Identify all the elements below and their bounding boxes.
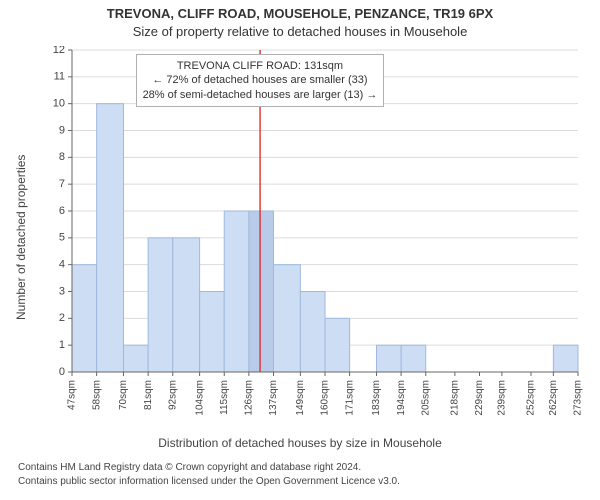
annotation-line-2: ← 72% of detached houses are smaller (33… xyxy=(143,73,378,87)
svg-text:205sqm: 205sqm xyxy=(420,380,431,416)
svg-text:47sqm: 47sqm xyxy=(67,380,78,410)
svg-text:81sqm: 81sqm xyxy=(143,380,154,410)
svg-text:4: 4 xyxy=(59,259,65,271)
svg-text:218sqm: 218sqm xyxy=(449,380,460,416)
footer-line-2: Contains public sector information licen… xyxy=(18,476,400,487)
svg-text:7: 7 xyxy=(59,178,65,190)
svg-text:229sqm: 229sqm xyxy=(474,380,485,416)
svg-text:252sqm: 252sqm xyxy=(526,380,537,416)
svg-text:0: 0 xyxy=(59,366,65,378)
chart-title: TREVONA, CLIFF ROAD, MOUSEHOLE, PENZANCE… xyxy=(0,6,600,21)
svg-text:183sqm: 183sqm xyxy=(371,380,382,416)
svg-text:11: 11 xyxy=(54,71,65,83)
svg-text:115sqm: 115sqm xyxy=(219,380,230,415)
chart-container: TREVONA, CLIFF ROAD, MOUSEHOLE, PENZANCE… xyxy=(0,0,600,500)
svg-text:10: 10 xyxy=(53,98,65,110)
svg-text:12: 12 xyxy=(53,46,65,56)
chart-subtitle: Size of property relative to detached ho… xyxy=(0,24,600,39)
annotation-line-3: 28% of semi-detached houses are larger (… xyxy=(143,88,378,102)
svg-text:58sqm: 58sqm xyxy=(91,380,102,410)
annotation-box: TREVONA CLIFF ROAD: 131sqm ← 72% of deta… xyxy=(136,54,385,107)
svg-text:262sqm: 262sqm xyxy=(548,380,559,416)
svg-text:2: 2 xyxy=(59,312,65,324)
svg-text:160sqm: 160sqm xyxy=(320,380,331,416)
svg-text:194sqm: 194sqm xyxy=(396,380,407,416)
svg-text:70sqm: 70sqm xyxy=(118,380,129,410)
svg-text:8: 8 xyxy=(59,151,65,163)
footer-line-1: Contains HM Land Registry data © Crown c… xyxy=(18,462,361,473)
svg-text:5: 5 xyxy=(59,232,65,244)
svg-text:239sqm: 239sqm xyxy=(497,380,508,416)
svg-text:149sqm: 149sqm xyxy=(295,380,306,416)
svg-text:171sqm: 171sqm xyxy=(344,380,355,416)
svg-text:3: 3 xyxy=(59,285,65,297)
svg-text:6: 6 xyxy=(59,205,65,217)
svg-text:1: 1 xyxy=(59,339,65,351)
svg-text:137sqm: 137sqm xyxy=(268,380,279,416)
x-axis-label: Distribution of detached houses by size … xyxy=(0,436,600,450)
svg-text:9: 9 xyxy=(59,124,65,136)
svg-text:273sqm: 273sqm xyxy=(573,380,584,416)
svg-text:104sqm: 104sqm xyxy=(194,380,205,416)
svg-text:92sqm: 92sqm xyxy=(167,380,178,410)
y-axis-label: Number of detached properties xyxy=(14,155,28,320)
annotation-line-1: TREVONA CLIFF ROAD: 131sqm xyxy=(143,59,378,73)
svg-text:126sqm: 126sqm xyxy=(244,380,255,416)
